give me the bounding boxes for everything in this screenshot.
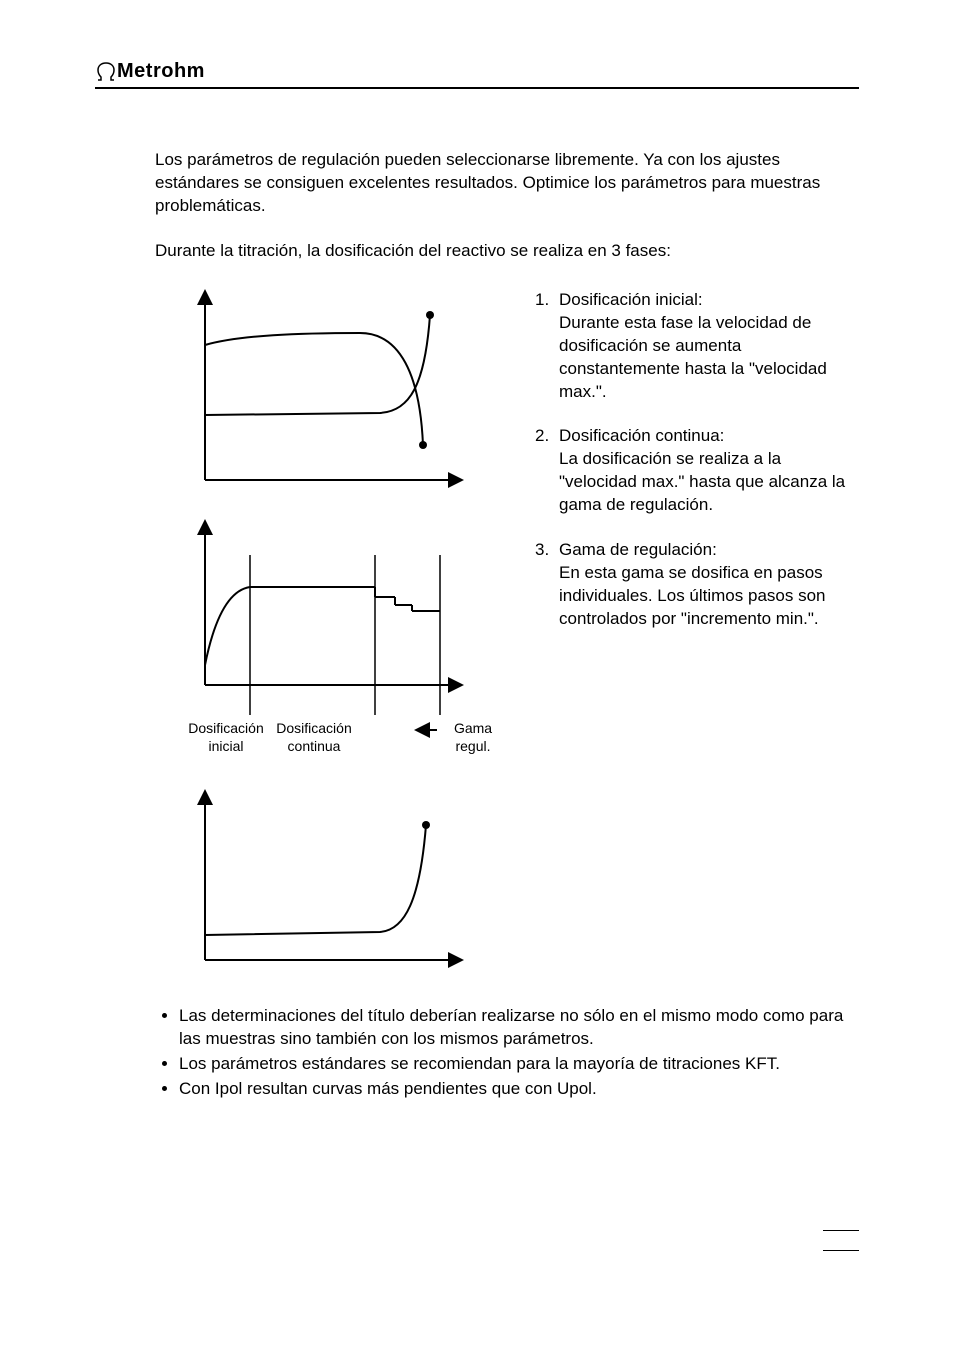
phase-num: 3.: [535, 539, 559, 631]
note-item: Los parámetros estándares se recomiendan…: [179, 1053, 849, 1076]
dosing-charts: Dosificación inicial Dosificación contin…: [155, 285, 515, 975]
svg-text:Dosificación: Dosificación: [276, 720, 351, 736]
note-item: Las determinaciones del título deberían …: [179, 1005, 849, 1051]
phase-title: Gama de regulación:: [559, 540, 717, 559]
phase-num: 2.: [535, 425, 559, 517]
phase-num: 1.: [535, 289, 559, 404]
phase-item-1: 1. Dosificación inicial: Durante esta fa…: [535, 289, 849, 404]
logo-ohm-icon: [95, 62, 117, 82]
chart-top: [205, 293, 460, 480]
phase-list: 1. Dosificación inicial: Durante esta fa…: [535, 285, 849, 653]
header: Metrohm: [95, 60, 859, 89]
svg-text:regul.: regul.: [455, 738, 490, 754]
svg-text:Gama: Gama: [454, 720, 492, 736]
phase-title: Dosificación continua:: [559, 426, 724, 445]
notes-list: Las determinaciones del título deberían …: [155, 1005, 849, 1101]
phase-title: Dosificación inicial:: [559, 290, 703, 309]
phase-item-2: 2. Dosificación continua: La dosificació…: [535, 425, 849, 517]
intro-paragraph-1: Los parámetros de regulación pueden sele…: [155, 149, 849, 218]
intro-paragraph-2: Durante la titración, la dosificación de…: [155, 240, 849, 263]
svg-text:continua: continua: [288, 738, 341, 754]
chart-middle: Dosificación inicial Dosificación contin…: [188, 523, 492, 754]
brand-name: Metrohm: [117, 60, 205, 83]
note-item: Con Ipol resultan curvas más pendientes …: [179, 1078, 849, 1101]
chart-bottom: [205, 793, 460, 960]
phase-body: En esta gama se dosifica en pasos indivi…: [559, 563, 825, 628]
svg-text:inicial: inicial: [208, 738, 243, 754]
page-edge-marks: [823, 1230, 859, 1270]
phase-body: Durante esta fase la velocidad de dosifi…: [559, 313, 827, 401]
phase-item-3: 3. Gama de regulación: En esta gama se d…: [535, 539, 849, 631]
phase-body: La dosificación se realiza a la "velocid…: [559, 449, 845, 514]
svg-text:Dosificación: Dosificación: [188, 720, 263, 736]
